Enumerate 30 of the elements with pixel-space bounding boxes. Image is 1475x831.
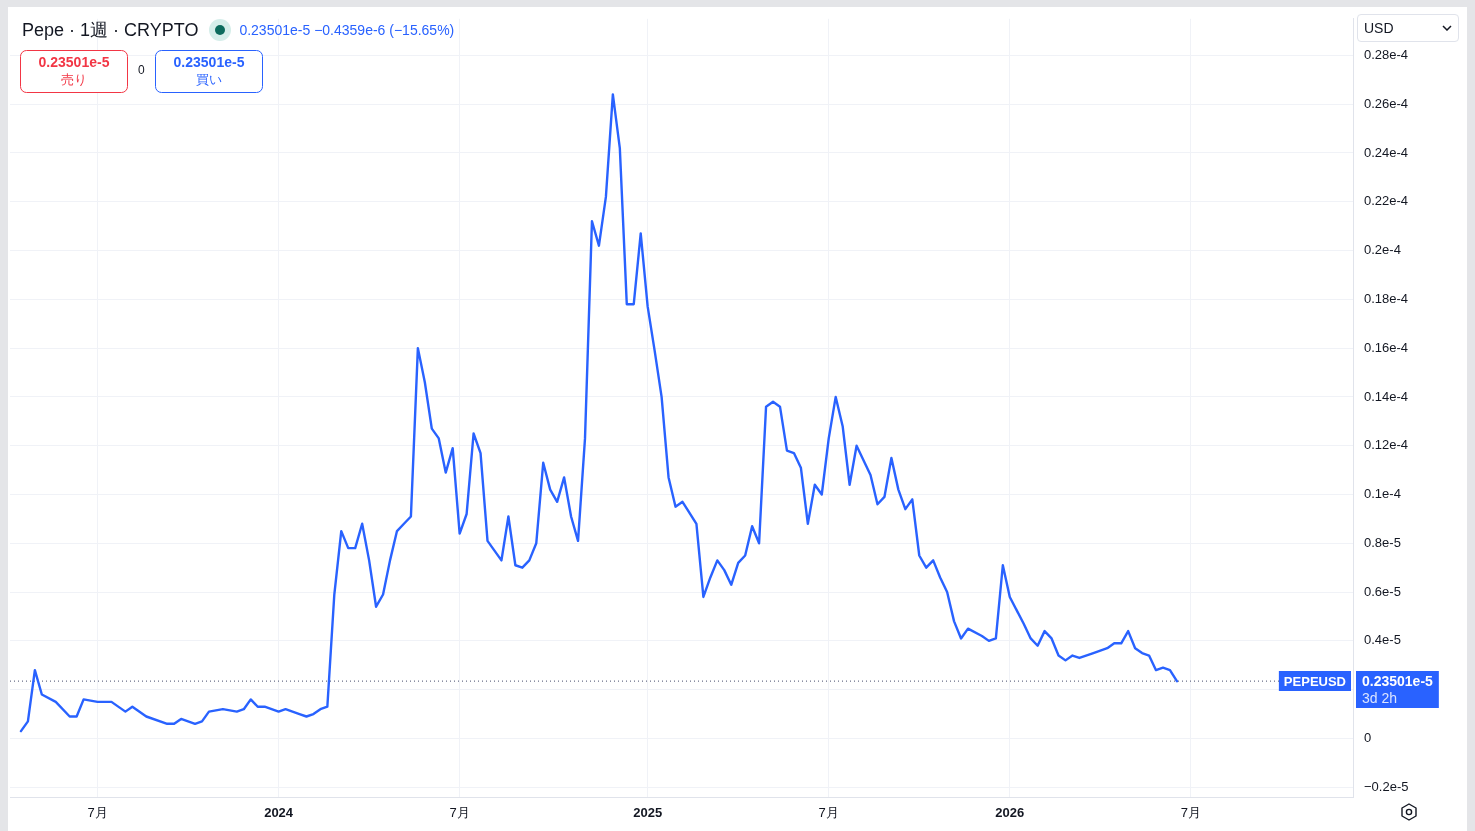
ref-line-label: PEPEUSD (1283, 673, 1347, 689)
y-tick-label: 0.8e-5 (1364, 534, 1401, 550)
y-tick-label: 0.16e-4 (1364, 339, 1409, 355)
y-tick-label: 0.2e-4 (1364, 242, 1401, 258)
chart-subtitle: 0.23501e-5 −0.4359e-6 (−15.65%) (239, 22, 455, 38)
y-tick-label: 0.1e-4 (1364, 486, 1401, 502)
x-tick-label: 2024 (264, 805, 294, 821)
dropdown-field: USD (1357, 14, 1459, 42)
y-tick-label: 0.14e-4 (1364, 388, 1409, 404)
x-tick-label: 7月 (449, 805, 470, 821)
y-tick-label: 0 (1364, 730, 1372, 746)
annotation: 0.23501e-5 買い (172, 54, 246, 88)
y-tick-label: 0.18e-4 (1364, 290, 1409, 306)
y-tick-label: 0.22e-4 (1364, 193, 1409, 209)
y-tick-label: 0.24e-4 (1364, 144, 1409, 160)
x-tick-label: 2026 (995, 805, 1025, 821)
x-tick-label: 7月 (818, 805, 839, 821)
x-tick-label: 7月 (87, 805, 108, 821)
y-tick-label: 0.26e-4 (1364, 95, 1409, 111)
annotation: 0.23501e-5 売り (37, 54, 111, 88)
y-tick-label: 0.6e-5 (1364, 583, 1401, 599)
chart-title: Pepe · 1週 · CRYPTO (22, 19, 199, 42)
annotation: 0 (138, 63, 145, 77)
y-tick-label: −0.2e-5 (1364, 778, 1409, 794)
x-tick-label: 2025 (633, 805, 663, 821)
x-tick-label: 7月 (1180, 805, 1201, 821)
y-tick-label: 0.4e-5 (1364, 632, 1401, 648)
y-tick-label: 0.28e-4 (1364, 46, 1409, 62)
text: 0.23501e-5 3d 2h (1362, 672, 1434, 706)
y-tick-label: 0.12e-4 (1364, 437, 1409, 453)
